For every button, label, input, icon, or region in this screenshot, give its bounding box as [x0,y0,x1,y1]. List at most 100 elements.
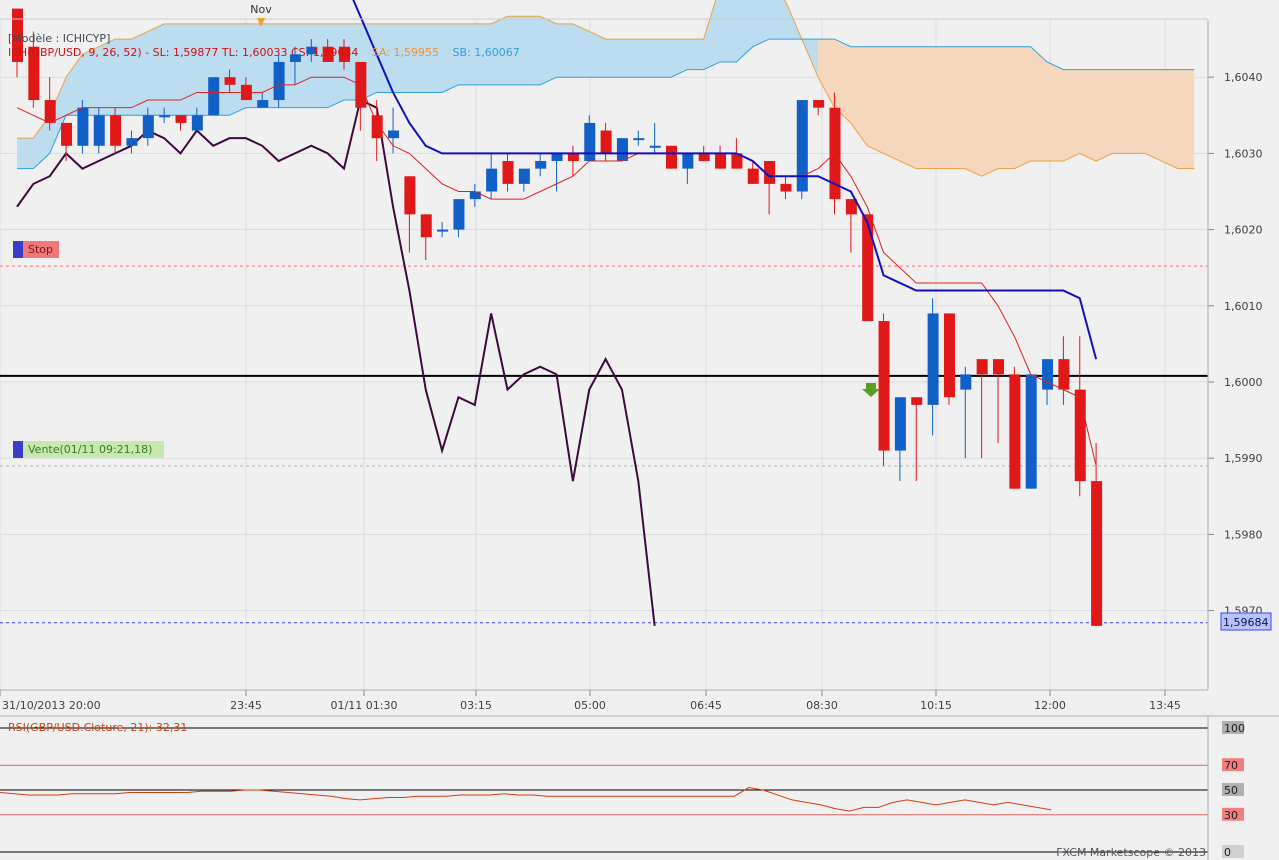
y-tick-label: 1,6030 [1224,147,1263,160]
candle-bullish [93,115,105,146]
candle-bullish [682,153,694,169]
current-price-label: 1,59684 [1223,616,1269,629]
senkou-a-value: SA: 1,59955 [372,46,439,59]
rsi-panel: 100 70 50 30 0 [0,721,1245,859]
rsi-line [0,786,1052,812]
candle-bullish [191,115,203,131]
x-tick-label: 08:30 [806,699,838,712]
candle-bearish [371,115,383,139]
candle-bearish [322,46,334,62]
candle-bearish [698,153,710,162]
rsi-title: RSI(GBP/USD.Cloture, 21): 32,31 [8,721,187,734]
indicator-label: ICH(GBP/USD, 9, 26, 52) - SL: 1,59877 TL… [8,46,520,59]
chikou-span-group [16,98,656,626]
candle-bullish [306,46,318,55]
rsi-tick-box [1222,783,1244,796]
horizontal-levels [0,265,1208,624]
axes: 1,59701,59801,59901,60001,60101,60201,60… [0,71,1263,712]
x-tick-label: 12:00 [1034,699,1066,712]
kijun-sen [352,0,1098,360]
candle-bearish [993,359,1004,375]
vente-label-box[interactable] [23,441,164,458]
candle-bullish [142,115,154,139]
vente-handle[interactable] [13,441,23,458]
x-tick-label: 05:00 [574,699,606,712]
stop-handle[interactable] [13,241,23,258]
tenkan-sen [16,76,1097,466]
candle-bearish [878,321,890,451]
candle-bullish [518,168,530,184]
x-tick-label: 03:15 [460,699,492,712]
candle-bullish [208,77,220,116]
candle-bearish [339,46,350,62]
vente-label: Vente(01/11 09:21,18) [28,443,152,456]
senkou-b-value: SB: 1,60067 [453,46,520,59]
candle-bearish [666,145,677,169]
candle-bearish [845,199,857,215]
current-price-tag [1220,612,1272,631]
candle-bearish [224,77,236,85]
rsi-tick-label: 100 [1224,722,1245,735]
y-tick-label: 1,6010 [1224,300,1263,313]
candle-bullish [535,161,547,169]
candle-bearish [110,115,122,146]
candle-bullish [960,374,972,390]
period-marker-arrow-icon [257,18,265,27]
candle-bullish [159,115,171,118]
y-tick-label: 1,6040 [1224,71,1263,84]
candle-bullish [1025,374,1037,489]
senkou-span-a [17,0,1195,177]
rsi-tick-box [1222,845,1244,858]
cloud-bearish [818,39,1195,177]
rsi-tick-label: 0 [1224,846,1231,859]
candle-bearish [404,176,416,215]
candle-bearish [600,130,612,154]
candle-bearish [911,397,923,405]
candle-bullish [1042,359,1054,390]
candle-bullish [649,145,661,148]
period-marker-label: Nov [250,3,272,16]
candle-bearish [1074,389,1086,482]
rsi-tick-label: 50 [1224,784,1238,797]
rsi-tick-label: 70 [1224,759,1238,772]
y-tick-label: 1,6020 [1224,224,1263,237]
candle-bullish [616,138,628,162]
candle-bullish [894,397,906,451]
x-tick-label: 31/10/2013 20:00 [2,699,101,712]
candle-bullish [796,100,808,192]
candle-bearish [1091,481,1103,626]
kijun-sen-group [352,0,1098,360]
ich-values: ICH(GBP/USD, 9, 26, 52) - SL: 1,59877 TL… [8,46,358,59]
y-tick-label: 1,6000 [1224,376,1263,389]
candle-bearish [764,161,776,184]
candle-bearish [567,153,579,162]
rsi-tick-box [1222,721,1244,734]
candle-bearish [976,359,988,375]
candle-bullish [486,168,498,192]
cloud-bullish [17,0,819,169]
candle-bearish [715,153,727,169]
x-tick-label: 13:45 [1149,699,1181,712]
candle-bearish [780,183,792,192]
candle-bearish [12,8,23,62]
tenkan-sen-group [16,76,1097,466]
candle-bullish [388,130,400,139]
rsi-tick-box [1222,807,1244,821]
candle-bearish [862,214,874,322]
candle-bullish [453,199,465,230]
candle-bullish [257,100,269,108]
candle-bearish [420,214,432,238]
candle-bullish [469,191,481,200]
candle-bearish [28,46,40,101]
x-tick-label: 10:15 [920,699,952,712]
candle-bearish [1009,374,1021,489]
candle-bearish [943,313,955,398]
x-tick-label: 06:45 [690,699,722,712]
candle-bearish [175,115,187,123]
candle-bearish [731,153,743,169]
stop-label-box[interactable] [23,241,59,258]
candle-bearish [502,161,514,184]
candle-bullish [584,122,596,162]
footer-credit: FXCM Marketscope © 2013 [1056,846,1206,859]
